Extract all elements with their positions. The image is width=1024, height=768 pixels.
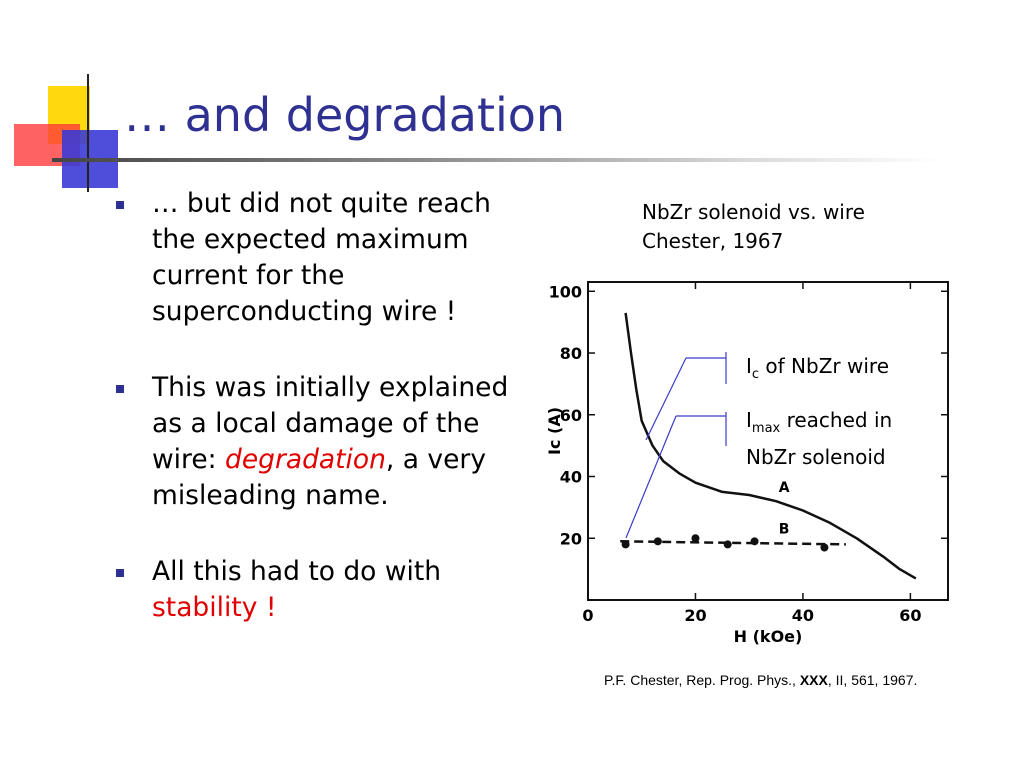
y-tick-label: 100 <box>549 282 582 301</box>
x-tick-label: 60 <box>899 606 921 625</box>
y-axis-label: Ic (A) <box>545 407 564 455</box>
y-tick-label: 40 <box>560 468 582 487</box>
callout-ic: Ic of NbZr wire <box>746 352 889 389</box>
callout-symbol: I <box>746 354 752 378</box>
x-tick-label: 0 <box>582 606 593 625</box>
chart-plot-area <box>620 312 917 580</box>
callout-text: of NbZr wire <box>759 354 889 378</box>
x-tick-label: 40 <box>792 606 814 625</box>
callout-text: reached in <box>780 408 893 432</box>
citation-volume: XXX <box>799 672 828 688</box>
citation: P.F. Chester, Rep. Prog. Phys., XXX, II,… <box>604 672 917 688</box>
callout-subscript: c <box>751 367 760 382</box>
square-bullet-icon <box>116 569 124 577</box>
bullet-text: This was initially explained as a local … <box>152 372 509 475</box>
ic-vs-h-chart: 0 20 40 60 20 40 60 80 100 H (kOe) Ic (A) A B <box>545 281 949 646</box>
callout-subscript: max <box>751 421 781 436</box>
bullet-text: All this had to do with <box>152 556 442 587</box>
callout-imax: Imax reached in NbZr solenoid <box>746 406 892 471</box>
bullet-list: … but did not quite reach the expected m… <box>112 186 542 626</box>
bullet-item: This was initially explained as a local … <box>112 370 542 514</box>
citation-text: , II, 561, 1967. <box>827 672 918 688</box>
figure-caption-line: NbZr solenoid vs. wire <box>642 200 865 224</box>
square-bullet-icon <box>116 385 124 393</box>
title-underline <box>52 158 942 162</box>
title-decoration <box>14 74 140 192</box>
x-axis-label: H (kOe) <box>734 627 803 646</box>
data-point <box>820 543 829 552</box>
data-point <box>723 540 732 549</box>
series-line-A <box>624 312 917 580</box>
slide-title: … and degradation <box>124 88 566 142</box>
square-bullet-icon <box>116 201 124 209</box>
bullet-item: … but did not quite reach the expected m… <box>112 186 542 330</box>
bullet-item: All this had to do with stability ! <box>112 554 542 626</box>
bullet-text: , a very misleading name. <box>152 444 486 511</box>
figure-caption-line: Chester, 1967 <box>642 229 784 253</box>
data-point <box>621 540 630 549</box>
data-point <box>750 537 759 546</box>
emphasis-stability: stability ! <box>152 592 277 623</box>
plot-frame <box>587 281 949 601</box>
chart-labels: 0 20 40 60 20 40 60 80 100 H (kOe) Ic (A) A B <box>545 282 922 646</box>
series-line-B <box>620 540 846 546</box>
y-tick-label: 20 <box>560 529 582 548</box>
figure-caption: NbZr solenoid vs. wire Chester, 1967 <box>642 198 865 256</box>
callout-pointer-imax <box>625 415 677 539</box>
x-tick-label: 20 <box>684 606 706 625</box>
series-label-A: A <box>779 480 790 496</box>
y-tick-label: 80 <box>560 344 582 363</box>
series-label-B: B <box>779 522 790 538</box>
chart-axes <box>587 281 949 601</box>
y-tick-label: 60 <box>560 406 582 425</box>
emphasis-degradation: degradation <box>225 444 386 475</box>
data-point <box>691 534 700 543</box>
data-point <box>653 537 662 546</box>
callout-text: NbZr solenoid <box>746 445 886 469</box>
citation-text: P.F. Chester, Rep. Prog. Phys., <box>604 672 800 688</box>
callout-pointer-ic <box>645 357 687 441</box>
callout-symbol: I <box>746 408 752 432</box>
bullet-text: … but did not quite reach the expected m… <box>152 188 491 327</box>
